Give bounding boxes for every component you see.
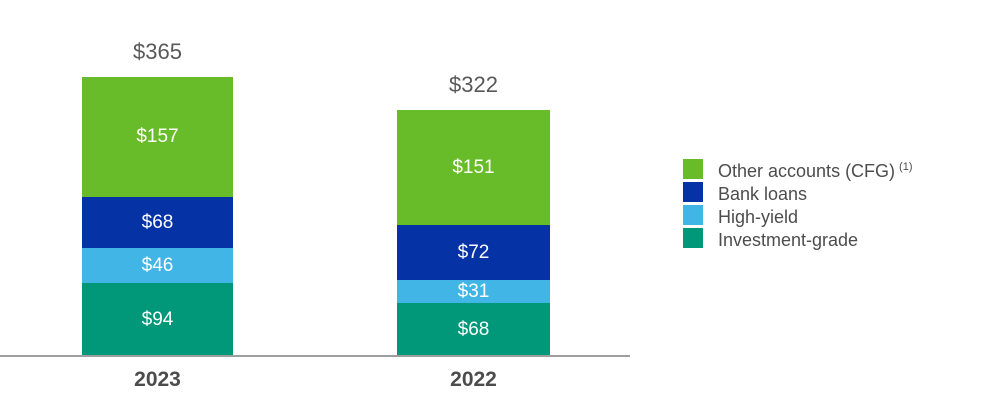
segment-value-label: $157 bbox=[136, 126, 179, 148]
legend-item: Bank loans bbox=[683, 180, 913, 204]
x-axis-line bbox=[0, 355, 630, 357]
bar-segment-bank-loans: $68 bbox=[82, 196, 233, 249]
segment-value-label: $72 bbox=[457, 241, 490, 263]
bar-stack: $157 $68 $46 $94 bbox=[82, 76, 233, 355]
legend-label: Investment-grade bbox=[718, 226, 862, 250]
bar-segment-other-accounts-cfg: $151 bbox=[397, 109, 550, 225]
bar-segment-investment-grade: $94 bbox=[82, 283, 233, 355]
x-axis-label: 2023 bbox=[134, 368, 181, 391]
legend-swatch bbox=[683, 182, 703, 202]
bar-group: $322 $151 $72 $31 $68 2022 bbox=[397, 71, 550, 391]
legend-swatch bbox=[683, 228, 703, 248]
legend-label-text: High-yield bbox=[718, 207, 799, 227]
legend: Other accounts (CFG) (1) Bank loans High-… bbox=[683, 159, 913, 251]
bar-segment-high-yield: $46 bbox=[82, 248, 233, 284]
legend-item: Investment-grade bbox=[683, 226, 913, 250]
legend-label-text: Investment-grade bbox=[718, 230, 859, 250]
bar-group: $365 $157 $68 $46 $94 2023 bbox=[82, 38, 233, 391]
legend-label: Bank loans bbox=[718, 180, 811, 204]
segment-value-label: $151 bbox=[452, 156, 495, 178]
legend-label: High-yield bbox=[718, 203, 802, 227]
bar-total-label: $322 bbox=[449, 71, 498, 97]
bar-segment-investment-grade: $68 bbox=[397, 303, 550, 355]
legend-swatch bbox=[683, 205, 703, 225]
legend-swatch bbox=[683, 159, 703, 179]
segment-value-label: $68 bbox=[141, 211, 174, 233]
bar-stack: $151 $72 $31 $68 bbox=[397, 109, 550, 355]
legend-item: Other accounts (CFG) (1) bbox=[683, 157, 913, 181]
bar-total-label: $365 bbox=[133, 38, 182, 64]
legend-label-text: Bank loans bbox=[718, 184, 808, 204]
bar-segment-high-yield: $31 bbox=[397, 279, 550, 304]
legend-label: Other accounts (CFG) (1) bbox=[718, 157, 913, 181]
legend-item: High-yield bbox=[683, 203, 913, 227]
legend-footnote-marker: (1) bbox=[899, 161, 913, 173]
segment-value-label: $68 bbox=[457, 318, 490, 340]
segment-value-label: $31 bbox=[457, 280, 490, 302]
x-axis-label: 2022 bbox=[450, 368, 497, 391]
bar-segment-bank-loans: $72 bbox=[397, 224, 550, 280]
legend-label-text: Other accounts (CFG) bbox=[718, 161, 896, 181]
segment-value-label: $94 bbox=[141, 308, 174, 330]
chart-area: $365 $157 $68 $46 $94 2023 $322 $151 $72 $31 $… bbox=[0, 38, 630, 391]
bar-segment-other-accounts-cfg: $157 bbox=[82, 76, 233, 197]
segment-value-label: $46 bbox=[141, 255, 174, 277]
